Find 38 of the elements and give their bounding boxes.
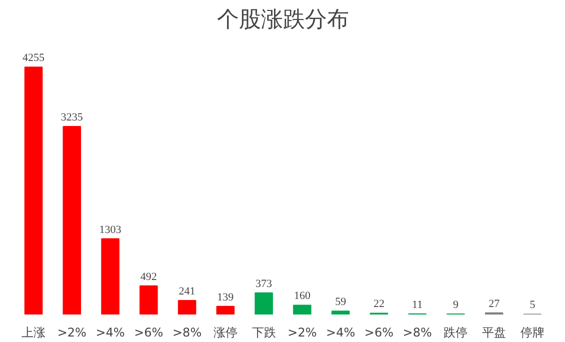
x-tick-label: 下跌 [252,326,276,340]
bar [216,306,235,314]
data-label: 139 [217,291,234,304]
x-tick-label: >8% [402,326,432,340]
data-label: 492 [140,270,157,283]
data-label: 59 [335,296,347,308]
bar [101,238,120,314]
data-label: 241 [178,285,196,298]
x-tick-label: 上涨 [22,326,46,340]
data-label: 160 [294,290,311,302]
data-label: 9 [452,298,459,311]
bar [254,292,273,314]
x-tick-label: >4% [96,326,125,340]
x-tick-label: >6% [134,326,164,340]
x-tick-label: >6% [364,326,394,340]
bar [62,126,82,314]
data-label: 1303 [99,224,122,236]
data-label: 4255 [22,52,46,64]
data-label: 5 [530,299,536,312]
data-label: 373 [256,278,273,290]
chart-title: 个股涨跌分布 [217,8,349,32]
x-tick-label: >8% [172,326,202,340]
x-tick-label: 跌停 [444,326,468,340]
x-tick-label: >4% [326,326,356,340]
x-tick-label: >2% [288,326,317,340]
data-label: 22 [373,298,384,310]
bar [331,310,350,314]
bar [140,285,158,314]
bar [293,304,312,314]
data-label: 3235 [60,111,84,124]
x-tick-label: 平盘 [482,326,506,340]
data-label: 27 [488,298,500,310]
x-tick-label: >2% [57,326,86,340]
x-tick-label: 停牌 [520,326,544,340]
x-tick-label: 涨停 [213,326,238,340]
bar [178,300,196,314]
bar [24,66,43,314]
data-label: 11 [412,298,423,311]
